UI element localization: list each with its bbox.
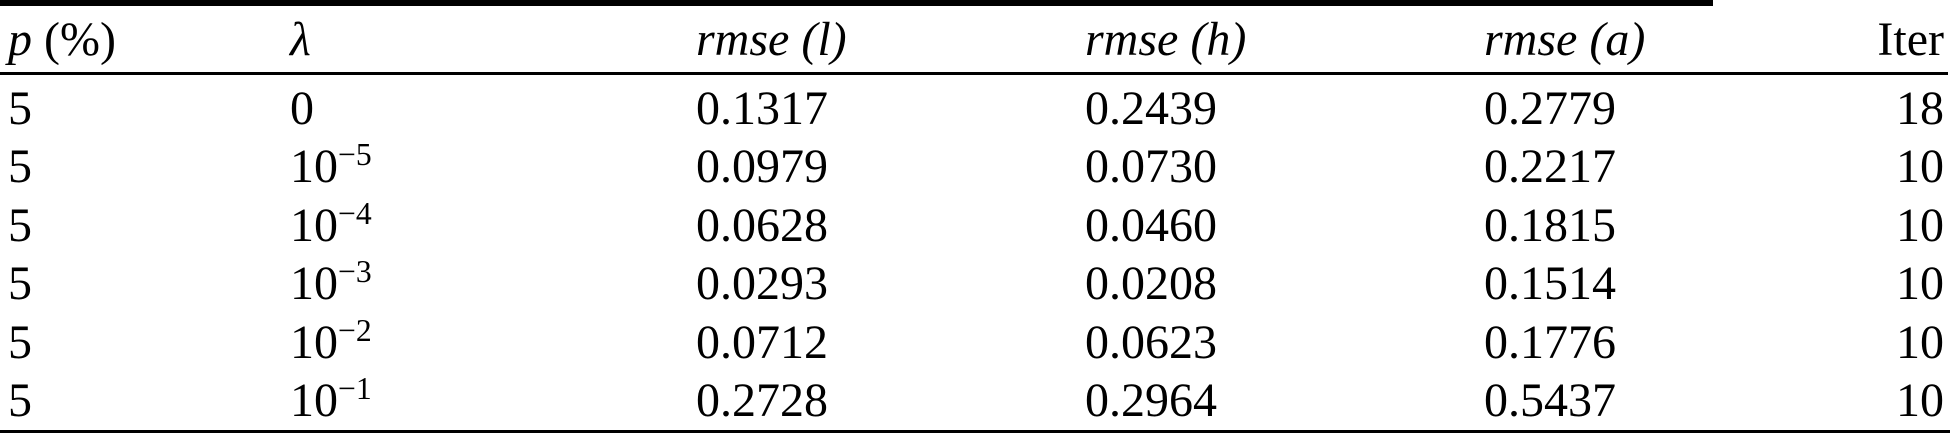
header-p-symbol: p xyxy=(8,12,32,66)
cell-lambda: 0 xyxy=(282,81,688,136)
lambda-exponent: −2 xyxy=(338,312,372,348)
header-rmse-h: rmse (h) xyxy=(1085,12,1247,66)
lambda-exponent: −4 xyxy=(338,195,372,231)
lambda-exponent: −3 xyxy=(338,254,372,290)
header-lambda: λ xyxy=(290,12,311,66)
lambda-base: 10 xyxy=(290,198,338,252)
table-body: 5 0 0.1317 0.2439 0.2779 18 5 10−5 0.097… xyxy=(0,79,1956,430)
cell-lambda: 10−2 xyxy=(282,312,688,370)
table-header-row: p (%) λ rmse (l) rmse (h) rmse (a) Iter xyxy=(0,6,1956,72)
cell-rmse-a: 0.1815 xyxy=(1484,198,1616,252)
cell-rmse-h: 0.2439 xyxy=(1085,81,1217,135)
table-row: 5 10−4 0.0628 0.0460 0.1815 10 xyxy=(0,196,1956,255)
cell-rmse-h: 0.0730 xyxy=(1085,140,1217,194)
table-row: 5 10−3 0.0293 0.0208 0.1514 10 xyxy=(0,255,1956,314)
cell-iter: 10 xyxy=(1896,140,1944,194)
cell-rmse-a: 0.1776 xyxy=(1484,315,1616,369)
lambda-exponent: −5 xyxy=(338,137,372,173)
cell-p: 5 xyxy=(8,374,32,428)
cell-lambda: 10−3 xyxy=(282,256,688,311)
cell-lambda: 10−5 xyxy=(282,139,688,194)
table-row: 5 0 0.1317 0.2439 0.2779 18 xyxy=(0,79,1956,138)
table-header-rule xyxy=(0,72,1948,75)
cell-p: 5 xyxy=(8,140,32,194)
cell-rmse-l: 0.0979 xyxy=(696,140,828,194)
cell-p: 5 xyxy=(8,257,32,311)
lambda-base: 10 xyxy=(290,374,338,428)
header-rmse-l: rmse (l) xyxy=(696,12,847,66)
cell-lambda: 10−4 xyxy=(282,195,688,253)
cell-rmse-h: 0.2964 xyxy=(1085,374,1217,428)
cell-iter: 10 xyxy=(1896,257,1944,311)
table-row: 5 10−5 0.0979 0.0730 0.2217 10 xyxy=(0,138,1956,197)
cell-rmse-a: 0.2779 xyxy=(1484,81,1616,135)
lambda-exponent: −1 xyxy=(338,371,372,407)
cell-p: 5 xyxy=(8,198,32,252)
cell-iter: 10 xyxy=(1896,315,1944,369)
cell-rmse-h: 0.0208 xyxy=(1085,257,1217,311)
cell-rmse-a: 0.5437 xyxy=(1484,374,1616,428)
cell-rmse-a: 0.1514 xyxy=(1484,257,1616,311)
cell-rmse-a: 0.2217 xyxy=(1484,140,1616,194)
cell-rmse-l: 0.2728 xyxy=(696,374,828,428)
header-rmse-a: rmse (a) xyxy=(1484,12,1646,66)
cell-rmse-l: 0.0712 xyxy=(696,315,828,369)
header-p-unit: (%) xyxy=(32,12,116,66)
table-row: 5 10−2 0.0712 0.0623 0.1776 10 xyxy=(0,313,1956,372)
table-row: 5 10−1 0.2728 0.2964 0.5437 10 xyxy=(0,372,1956,431)
lambda-base: 0 xyxy=(290,81,314,135)
cell-iter: 18 xyxy=(1896,81,1944,135)
cell-rmse-h: 0.0460 xyxy=(1085,198,1217,252)
cell-p: 5 xyxy=(8,81,32,135)
cell-p: 5 xyxy=(8,315,32,369)
cell-iter: 10 xyxy=(1896,374,1944,428)
header-iter: Iter xyxy=(1877,12,1944,66)
table-top-rule xyxy=(0,0,1713,6)
cell-rmse-h: 0.0623 xyxy=(1085,315,1217,369)
lambda-base: 10 xyxy=(290,140,338,194)
cell-rmse-l: 0.0293 xyxy=(696,257,828,311)
lambda-base: 10 xyxy=(290,315,338,369)
header-p-percent: p (%) xyxy=(0,12,282,67)
table-bottom-rule xyxy=(0,430,1950,433)
cell-lambda: 10−1 xyxy=(282,373,688,428)
lambda-base: 10 xyxy=(290,257,338,311)
cell-iter: 10 xyxy=(1896,198,1944,252)
cell-rmse-l: 0.0628 xyxy=(696,198,828,252)
cell-rmse-l: 0.1317 xyxy=(696,81,828,135)
